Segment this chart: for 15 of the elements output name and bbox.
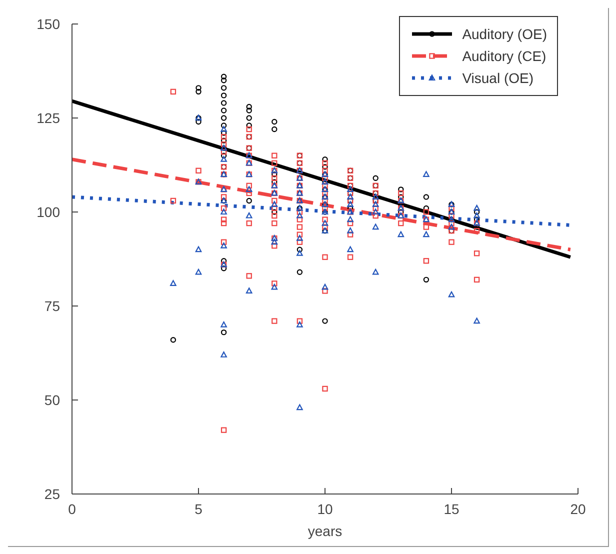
x-tick-label: 20 <box>570 500 586 517</box>
x-axis-title: years <box>308 523 342 539</box>
y-tick-label: 50 <box>44 392 60 408</box>
legend-label: Auditory (OE) <box>462 26 547 42</box>
x-tick-label: 10 <box>317 500 333 517</box>
x-tick-label: 0 <box>68 500 76 517</box>
legend-label: Auditory (CE) <box>462 48 546 64</box>
y-tick-label: 75 <box>44 298 60 314</box>
y-tick-label: 100 <box>36 204 60 220</box>
y-tick-label: 25 <box>44 486 60 502</box>
y-tick-label: 150 <box>36 16 60 32</box>
x-tick-label: 5 <box>194 500 203 517</box>
y-tick-label: 125 <box>36 110 60 126</box>
legend-label: Visual (OE) <box>462 70 534 86</box>
x-tick-label: 15 <box>444 500 460 517</box>
